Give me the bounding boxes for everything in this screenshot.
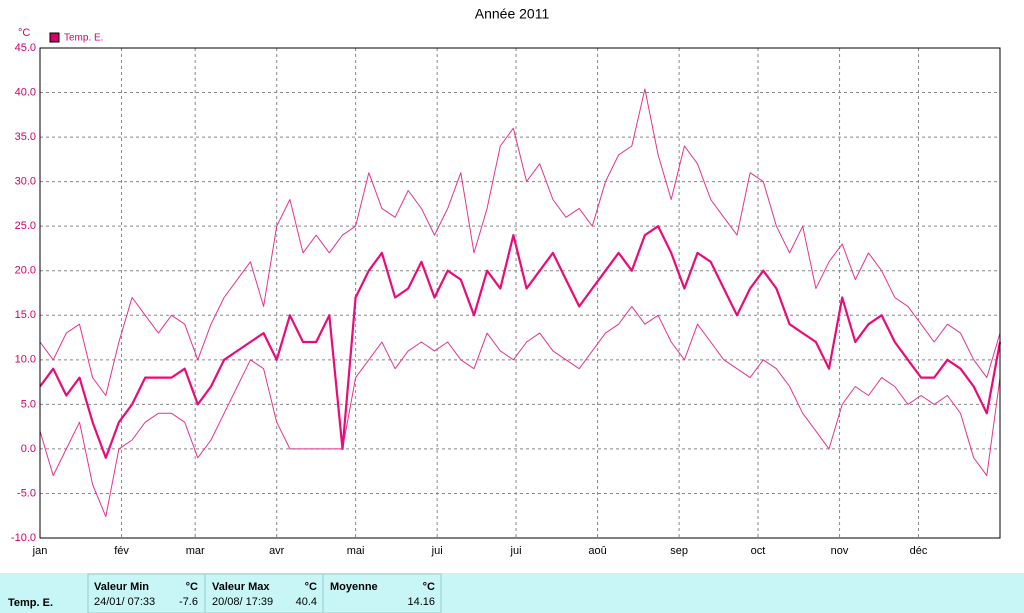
- x-tick-label: jan: [32, 545, 48, 557]
- grid: [39, 47, 1000, 539]
- y-tick-label: 10.0: [15, 354, 36, 366]
- x-tick-label: déc: [910, 545, 928, 557]
- y-tick-label: 5.0: [21, 398, 36, 410]
- max-value: 40.4: [296, 596, 317, 608]
- x-tick-label: mar: [186, 545, 205, 557]
- x-tick-label: aoû: [588, 545, 606, 557]
- legend-swatch: [49, 32, 60, 43]
- min-unit: °C: [186, 581, 198, 593]
- x-tick-label: avr: [269, 545, 285, 557]
- plot-frame: [39, 47, 1001, 539]
- x-tick-label: nov: [831, 545, 849, 557]
- y-tick-label: 45.0: [15, 42, 36, 54]
- y-tick-label: 35.0: [15, 131, 36, 143]
- series-line: [39, 225, 1002, 459]
- cell: [322, 573, 442, 613]
- x-tick-label: oct: [751, 545, 766, 557]
- max-unit: °C: [305, 581, 317, 593]
- min-value: -7.6: [179, 596, 198, 608]
- x-tick-label: jui: [510, 545, 522, 557]
- x-tick-label: fév: [114, 545, 129, 557]
- legend-label: Temp. E.: [64, 33, 103, 44]
- y-tick-label: -10.0: [11, 532, 36, 544]
- min-date: 24/01/ 07:33: [94, 596, 155, 608]
- x-tick-label: jui: [431, 545, 443, 557]
- summary-panel: Temp. E. Valeur Min °C 24/01/ 07:33 -7.6…: [0, 573, 1024, 613]
- y-tick-label: 25.0: [15, 220, 36, 232]
- mean-title: Moyenne: [330, 581, 378, 593]
- y-unit: °C: [18, 27, 30, 39]
- series-line: [39, 88, 1001, 396]
- chart-title: Année 2011: [475, 6, 550, 22]
- x-tick-label: sep: [670, 545, 688, 557]
- max-title: Valeur Max: [212, 581, 270, 593]
- row-label: Temp. E.: [8, 597, 53, 609]
- y-tick-label: 15.0: [15, 309, 36, 321]
- y-tick-label: 30.0: [15, 176, 36, 188]
- min-title: Valeur Min: [94, 581, 149, 593]
- y-tick-label: -5.0: [17, 487, 36, 499]
- mean-unit: °C: [423, 581, 435, 593]
- y-tick-label: 0.0: [21, 443, 36, 455]
- cell: [204, 573, 324, 613]
- y-tick-label: 40.0: [15, 86, 36, 98]
- x-tick-label: mai: [347, 545, 365, 557]
- series-line: [39, 305, 1001, 518]
- max-date: 20/08/ 17:39: [212, 596, 273, 608]
- y-tick-label: 20.0: [15, 265, 36, 277]
- lines: [39, 88, 1002, 518]
- mean-value: 14.16: [407, 596, 435, 608]
